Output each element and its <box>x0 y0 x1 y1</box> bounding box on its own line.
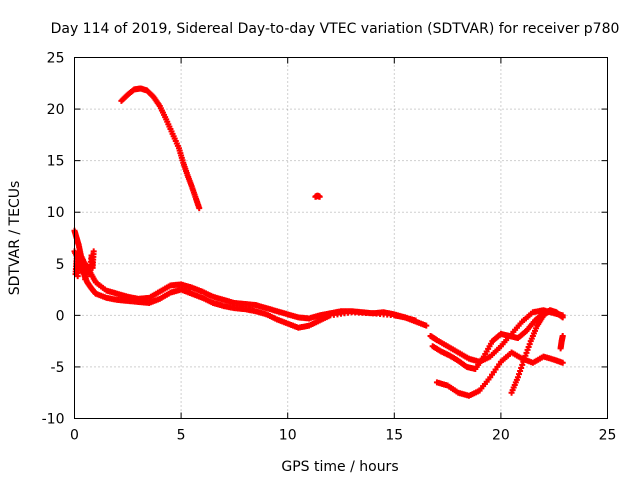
data-point <box>90 248 97 255</box>
y-tick-label: 10 <box>47 205 65 221</box>
data-point <box>517 368 524 375</box>
series-satellite-arc-high <box>118 85 203 212</box>
data-point <box>518 364 525 371</box>
data-point <box>519 361 526 368</box>
data-point <box>514 374 521 381</box>
x-tick-label: 10 <box>279 428 297 444</box>
y-tick-label: -5 <box>51 360 65 376</box>
y-tick-label: 25 <box>47 51 65 67</box>
series-late-stub <box>557 332 566 352</box>
series-early-scatter <box>72 248 97 283</box>
series-isolated-point <box>312 192 323 200</box>
x-tick-label: 25 <box>599 428 617 444</box>
x-tick-label: 0 <box>70 428 79 444</box>
axis-ticks: 0 5 10 15 20 25 -10 -5 0 5 10 15 20 25 <box>42 51 617 444</box>
plot-frame <box>74 57 608 419</box>
data-point <box>520 358 527 365</box>
grid <box>74 57 608 419</box>
series-main-trace-lower <box>71 248 419 331</box>
data-point <box>559 332 566 339</box>
series-late-arc-d <box>508 307 566 396</box>
data-point <box>316 193 323 200</box>
series-late-arc-c <box>433 349 566 399</box>
y-tick-label: 5 <box>56 257 65 273</box>
data-point <box>559 359 566 366</box>
chart-title: Day 114 of 2019, Sidereal Day-to-day VTE… <box>51 21 620 37</box>
data-point <box>516 371 523 378</box>
data-point <box>423 322 430 329</box>
y-tick-label: 20 <box>47 102 65 118</box>
y-tick-label: -10 <box>42 412 65 428</box>
x-tick-label: 20 <box>492 428 510 444</box>
y-axis-title: SDTVAR / TECUs <box>7 181 23 296</box>
data-point <box>559 314 566 321</box>
data-point <box>196 205 203 212</box>
x-axis-title: GPS time / hours <box>281 459 398 475</box>
x-tick-label: 15 <box>385 428 403 444</box>
data-point <box>412 317 419 324</box>
y-tick-label: 0 <box>56 308 65 324</box>
data-marks <box>71 85 566 399</box>
y-tick-label: 15 <box>47 154 65 170</box>
x-tick-label: 5 <box>177 428 186 444</box>
